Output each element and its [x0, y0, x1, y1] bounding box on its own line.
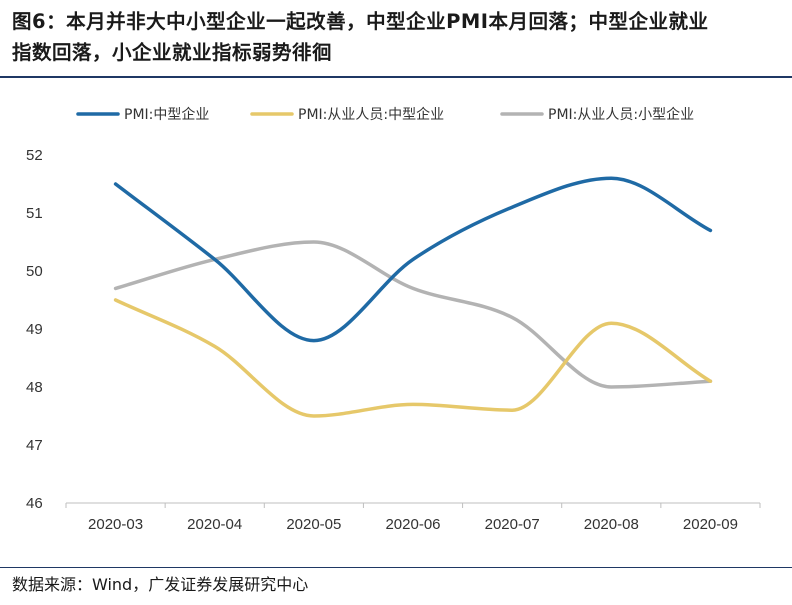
y-tick-label: 47: [26, 437, 43, 454]
figure-title-line-1: 图6：本月并非大中小型企业一起改善，中型企业PMI本月回落；中型企业就业: [12, 10, 709, 33]
y-axis-ticks: 46 47 48 49 50 51 52: [26, 147, 43, 512]
series-line-2: [113, 298, 713, 418]
legend-label: PMI:从业人员:小型企业: [548, 106, 694, 123]
figure-title-line-2: 指数回落，小企业就业指标弱势徘徊: [12, 41, 333, 64]
x-tick-label: 2020-07: [485, 516, 540, 533]
source-divider: [0, 567, 792, 568]
series-lines: [113, 176, 713, 418]
figure-title: 图6：本月并非大中小型企业一起改善，中型企业PMI本月回落；中型企业就业 指数回…: [12, 6, 782, 68]
y-tick-label: 52: [26, 147, 43, 164]
x-tick-label: 2020-08: [584, 516, 639, 533]
legend-label: PMI:从业人员:中型企业: [298, 106, 444, 123]
chart-legend: PMI:中型企业 PMI:从业人员:中型企业 PMI:从业人员:小型企业: [76, 106, 694, 123]
x-tick-label: 2020-03: [88, 516, 143, 533]
y-tick-label: 50: [26, 263, 43, 280]
y-tick-label: 49: [26, 321, 43, 338]
y-tick-label: 51: [26, 205, 43, 222]
series-line-3: [113, 240, 713, 389]
line-chart: PMI:中型企业 PMI:从业人员:中型企业 PMI:从业人员:小型企业 46474…: [26, 106, 761, 533]
x-tick-label: 2020-04: [187, 516, 242, 533]
x-tick-label: 2020-05: [286, 516, 341, 533]
legend-label: PMI:中型企业: [124, 106, 209, 123]
y-tick-label: 48: [26, 379, 43, 396]
series-line-1: [113, 176, 713, 343]
y-tick-label: 46: [26, 495, 43, 512]
source-note: 数据来源：Wind，广发证券发展研究中心: [12, 575, 309, 594]
x-axis-ticks: 2020-03 2020-04 2020-05 2020-06 2020-07 2020-…: [65, 503, 761, 533]
x-tick-label: 2020-06: [385, 516, 440, 533]
x-tick-label: 2020-09: [683, 516, 738, 533]
title-divider: [0, 76, 792, 78]
